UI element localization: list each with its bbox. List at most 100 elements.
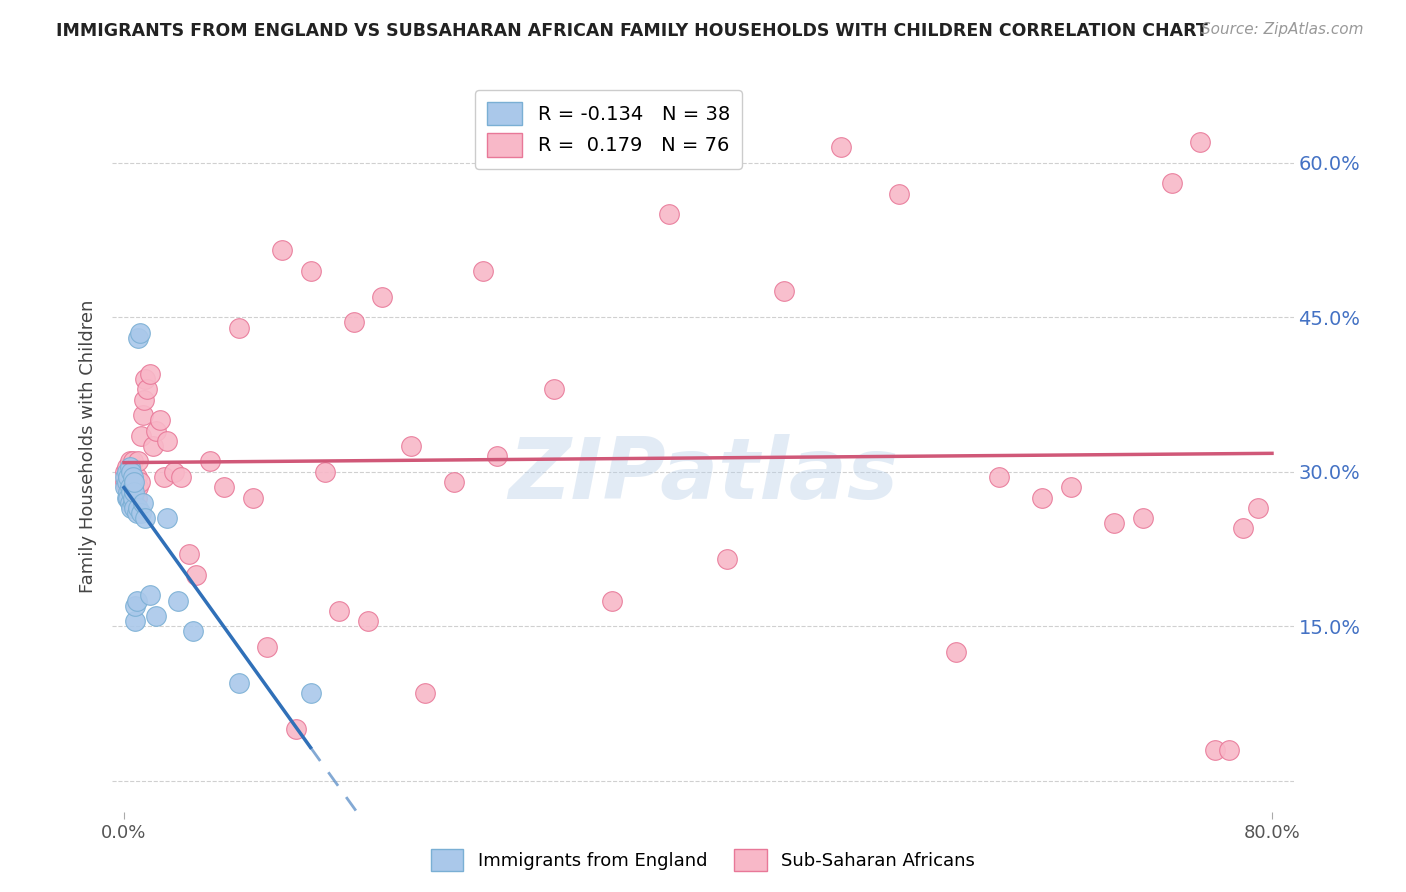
Point [486,450,509,464]
Point [163,465,186,479]
Point [120,465,142,479]
Point [214,480,236,494]
Point [118,459,141,474]
Point [131,408,153,422]
Point [988,470,1011,484]
Point [127,454,149,468]
Text: Source: ZipAtlas.com: Source: ZipAtlas.com [1201,22,1364,37]
Point [1204,743,1226,757]
Point [128,326,150,340]
Point [471,264,494,278]
Point [716,552,738,566]
Point [114,470,136,484]
Point [134,511,156,525]
Point [125,506,148,520]
Point [122,475,145,489]
Point [124,485,146,500]
Point [117,491,139,505]
Point [181,624,204,639]
Point [131,496,153,510]
Point [114,480,136,494]
Point [658,207,681,221]
Point [117,470,139,484]
Point [115,480,138,494]
Point [830,140,852,154]
Point [142,439,165,453]
Point [1102,516,1125,531]
Point [129,506,152,520]
Point [1060,480,1083,494]
Point [120,500,142,515]
Point [124,614,146,628]
Point [114,465,136,479]
Point [415,686,437,700]
Point [125,470,148,484]
Point [242,491,264,505]
Point [139,588,162,602]
Point [115,491,138,505]
Point [167,593,190,607]
Legend: Immigrants from England, Sub-Saharan Africans: Immigrants from England, Sub-Saharan Afr… [423,842,983,879]
Point [135,382,157,396]
Point [120,480,142,494]
Legend: R = -0.134   N = 38, R =  0.179   N = 76: R = -0.134 N = 38, R = 0.179 N = 76 [475,90,741,169]
Point [299,264,322,278]
Point [342,315,364,329]
Point [139,367,162,381]
Point [145,424,167,438]
Point [132,392,155,407]
Point [121,480,143,494]
Point [120,459,142,474]
Point [1232,521,1254,535]
Point [122,485,145,500]
Point [156,511,179,525]
Point [117,485,139,500]
Point [314,465,336,479]
Point [121,491,143,505]
Point [170,470,193,484]
Point [117,470,139,484]
Point [118,496,141,510]
Point [773,285,796,299]
Point [122,491,145,505]
Point [371,290,394,304]
Point [299,686,322,700]
Point [120,485,142,500]
Point [125,491,148,505]
Point [114,475,136,489]
Point [122,480,145,494]
Point [184,567,207,582]
Point [127,480,149,494]
Y-axis label: Family Households with Children: Family Households with Children [79,300,97,592]
Point [228,320,250,334]
Point [887,186,910,201]
Point [1160,176,1182,190]
Point [124,475,146,489]
Text: IMMIGRANTS FROM ENGLAND VS SUBSAHARAN AFRICAN FAMILY HOUSEHOLDS WITH CHILDREN CO: IMMIGRANTS FROM ENGLAND VS SUBSAHARAN AF… [56,22,1208,40]
Point [1132,511,1154,525]
Point [443,475,465,489]
Point [118,485,141,500]
Point [129,428,152,442]
Point [127,500,149,515]
Point [198,454,221,468]
Point [153,470,176,484]
Point [125,593,148,607]
Point [270,244,292,258]
Point [1218,743,1240,757]
Point [1189,135,1212,149]
Point [115,475,138,489]
Point [117,475,139,489]
Point [115,459,138,474]
Point [124,599,146,613]
Point [121,485,143,500]
Point [145,609,167,624]
Point [357,614,380,628]
Point [122,500,145,515]
Point [118,480,141,494]
Point [118,454,141,468]
Point [134,372,156,386]
Point [121,470,143,484]
Point [399,439,422,453]
Point [149,413,172,427]
